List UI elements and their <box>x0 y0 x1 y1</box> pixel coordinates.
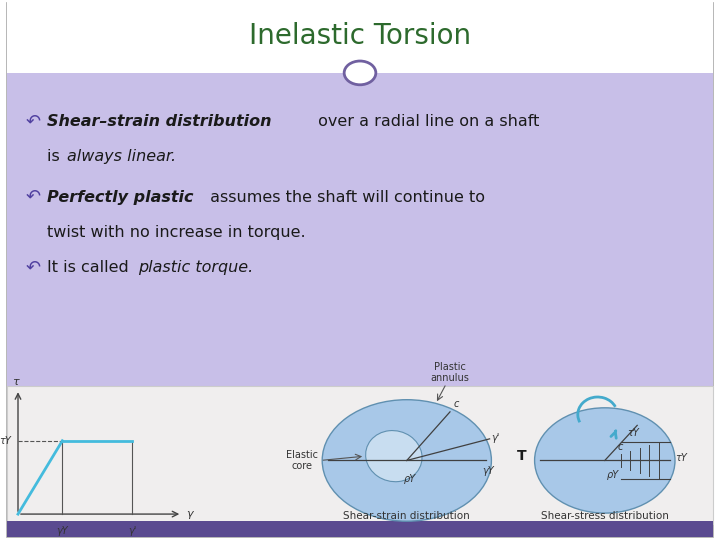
Text: It is called: It is called <box>47 260 134 275</box>
Text: Shear-strain distribution: Shear-strain distribution <box>343 511 470 521</box>
Text: ρY: ρY <box>404 474 417 484</box>
Text: γY: γY <box>482 466 494 476</box>
Bar <box>7 386 713 524</box>
Bar <box>7 521 713 537</box>
Text: ↶: ↶ <box>25 188 40 206</box>
Text: over a radial line on a shaft: over a radial line on a shaft <box>313 114 539 129</box>
Text: γY: γY <box>56 526 68 536</box>
Text: always linear.: always linear. <box>67 149 176 164</box>
Text: γ: γ <box>186 509 193 519</box>
Text: Elastic
core: Elastic core <box>287 450 318 471</box>
Text: Plastic
annulus: Plastic annulus <box>431 362 469 383</box>
Text: plastic torque.: plastic torque. <box>138 260 253 275</box>
Text: T: T <box>517 449 527 463</box>
Text: τY: τY <box>675 453 687 463</box>
Bar <box>7 73 713 386</box>
Ellipse shape <box>534 408 675 513</box>
Text: c: c <box>454 399 459 409</box>
Text: Shear-stress distribution: Shear-stress distribution <box>541 511 669 521</box>
Text: γ': γ' <box>128 526 136 536</box>
Circle shape <box>344 61 376 85</box>
Ellipse shape <box>366 430 422 482</box>
Text: τY: τY <box>628 428 639 438</box>
Text: is: is <box>47 149 68 164</box>
Text: Perfectly plastic: Perfectly plastic <box>47 190 193 205</box>
Text: ρY: ρY <box>607 470 620 480</box>
Text: τ: τ <box>12 377 19 387</box>
Text: Shear–strain distribution: Shear–strain distribution <box>47 114 271 129</box>
Text: Inelastic Torsion: Inelastic Torsion <box>249 23 471 50</box>
Text: τY: τY <box>0 436 11 446</box>
Text: ↶: ↶ <box>25 258 40 276</box>
Ellipse shape <box>322 400 491 521</box>
Bar <box>7 0 713 73</box>
Text: c: c <box>618 442 624 453</box>
Text: assumes the shaft will continue to: assumes the shaft will continue to <box>205 190 485 205</box>
Text: γ': γ' <box>492 433 500 443</box>
Text: twist with no increase in torque.: twist with no increase in torque. <box>47 225 305 240</box>
Text: ↶: ↶ <box>25 112 40 131</box>
